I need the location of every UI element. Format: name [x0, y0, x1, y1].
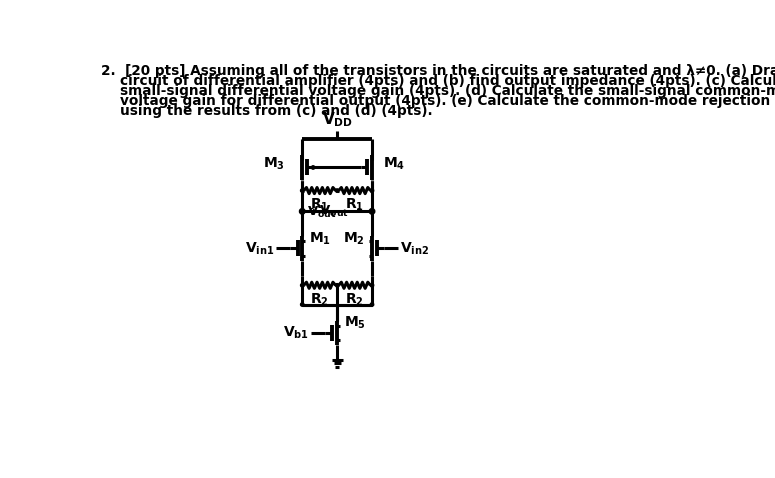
- Circle shape: [301, 189, 304, 192]
- Circle shape: [370, 303, 374, 306]
- Text: $\mathbf{R_1}$: $\mathbf{R_1}$: [310, 197, 329, 213]
- Text: $\mathbf{\circ\ V_{out}\ \circ}$: $\mathbf{\circ\ V_{out}\ \circ}$: [307, 204, 363, 219]
- Text: $\mathbf{V_{in1}}$: $\mathbf{V_{in1}}$: [245, 240, 274, 257]
- Text: $\mathbf{V_{out}}$: $\mathbf{V_{out}}$: [307, 205, 336, 220]
- Text: $\mathbf{R_2}$: $\mathbf{R_2}$: [310, 292, 329, 308]
- Circle shape: [312, 166, 315, 169]
- Text: $\mathbf{M_5}$: $\mathbf{M_5}$: [344, 315, 366, 331]
- Circle shape: [301, 303, 304, 306]
- Circle shape: [370, 283, 374, 287]
- Text: $\mathbf{M_1}$: $\mathbf{M_1}$: [309, 230, 331, 247]
- Text: using the results from (c) and (d) (4pts).: using the results from (c) and (d) (4pts…: [120, 104, 432, 118]
- Text: $\mathbf{V_{b1}}$: $\mathbf{V_{b1}}$: [284, 325, 309, 341]
- Text: 2.  [20 pts] Assuming all of the transistors in the circuits are saturated and λ: 2. [20 pts] Assuming all of the transist…: [101, 64, 775, 77]
- Text: $\mathbf{M_2}$: $\mathbf{M_2}$: [343, 230, 365, 247]
- Text: $\mathbf{V_{DD}}$: $\mathbf{V_{DD}}$: [322, 110, 353, 129]
- Text: $\mathbf{R_2}$: $\mathbf{R_2}$: [345, 292, 364, 308]
- Text: $\mathbf{V_{in2}}$: $\mathbf{V_{in2}}$: [400, 240, 429, 257]
- Text: $\mathbf{R_1}$: $\mathbf{R_1}$: [345, 197, 364, 213]
- Circle shape: [336, 283, 339, 287]
- Text: $\mathbf{M_4}$: $\mathbf{M_4}$: [383, 155, 405, 172]
- Text: small-signal differential voltage gain (4pts). (d) Calculate the small-signal co: small-signal differential voltage gain (…: [120, 84, 775, 98]
- Circle shape: [301, 210, 304, 213]
- Circle shape: [336, 189, 339, 192]
- Circle shape: [370, 210, 374, 213]
- Text: voltage gain for differential output (4pts). (e) Calculate the common-mode rejec: voltage gain for differential output (4p…: [120, 94, 775, 108]
- Text: $\mathbf{M_3}$: $\mathbf{M_3}$: [264, 155, 285, 172]
- Text: circuit of differential amplifier (4pts) and (b) find output impedance (4pts). (: circuit of differential amplifier (4pts)…: [120, 74, 775, 87]
- Circle shape: [301, 283, 304, 287]
- Circle shape: [370, 189, 374, 192]
